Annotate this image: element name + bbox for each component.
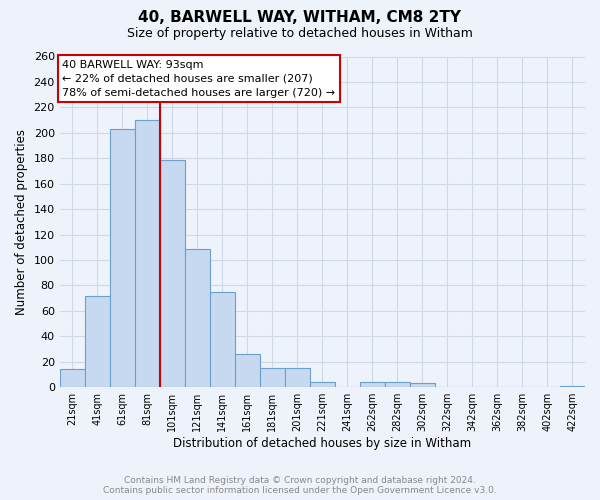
Bar xyxy=(210,292,235,387)
Bar xyxy=(85,296,110,387)
Bar xyxy=(110,129,135,387)
Bar xyxy=(260,368,285,387)
Bar xyxy=(235,354,260,387)
Text: 40 BARWELL WAY: 93sqm
← 22% of detached houses are smaller (207)
78% of semi-det: 40 BARWELL WAY: 93sqm ← 22% of detached … xyxy=(62,60,335,98)
Text: Size of property relative to detached houses in Witham: Size of property relative to detached ho… xyxy=(127,28,473,40)
Bar xyxy=(160,160,185,387)
Bar xyxy=(59,370,85,387)
Bar xyxy=(185,248,210,387)
X-axis label: Distribution of detached houses by size in Witham: Distribution of detached houses by size … xyxy=(173,437,472,450)
Y-axis label: Number of detached properties: Number of detached properties xyxy=(15,129,28,315)
Bar xyxy=(385,382,410,387)
Bar xyxy=(560,386,585,387)
Text: Contains HM Land Registry data © Crown copyright and database right 2024.
Contai: Contains HM Land Registry data © Crown c… xyxy=(103,476,497,495)
Text: 40, BARWELL WAY, WITHAM, CM8 2TY: 40, BARWELL WAY, WITHAM, CM8 2TY xyxy=(139,10,461,25)
Bar xyxy=(410,384,435,387)
Bar xyxy=(360,382,385,387)
Bar xyxy=(135,120,160,387)
Bar xyxy=(310,382,335,387)
Bar xyxy=(285,368,310,387)
